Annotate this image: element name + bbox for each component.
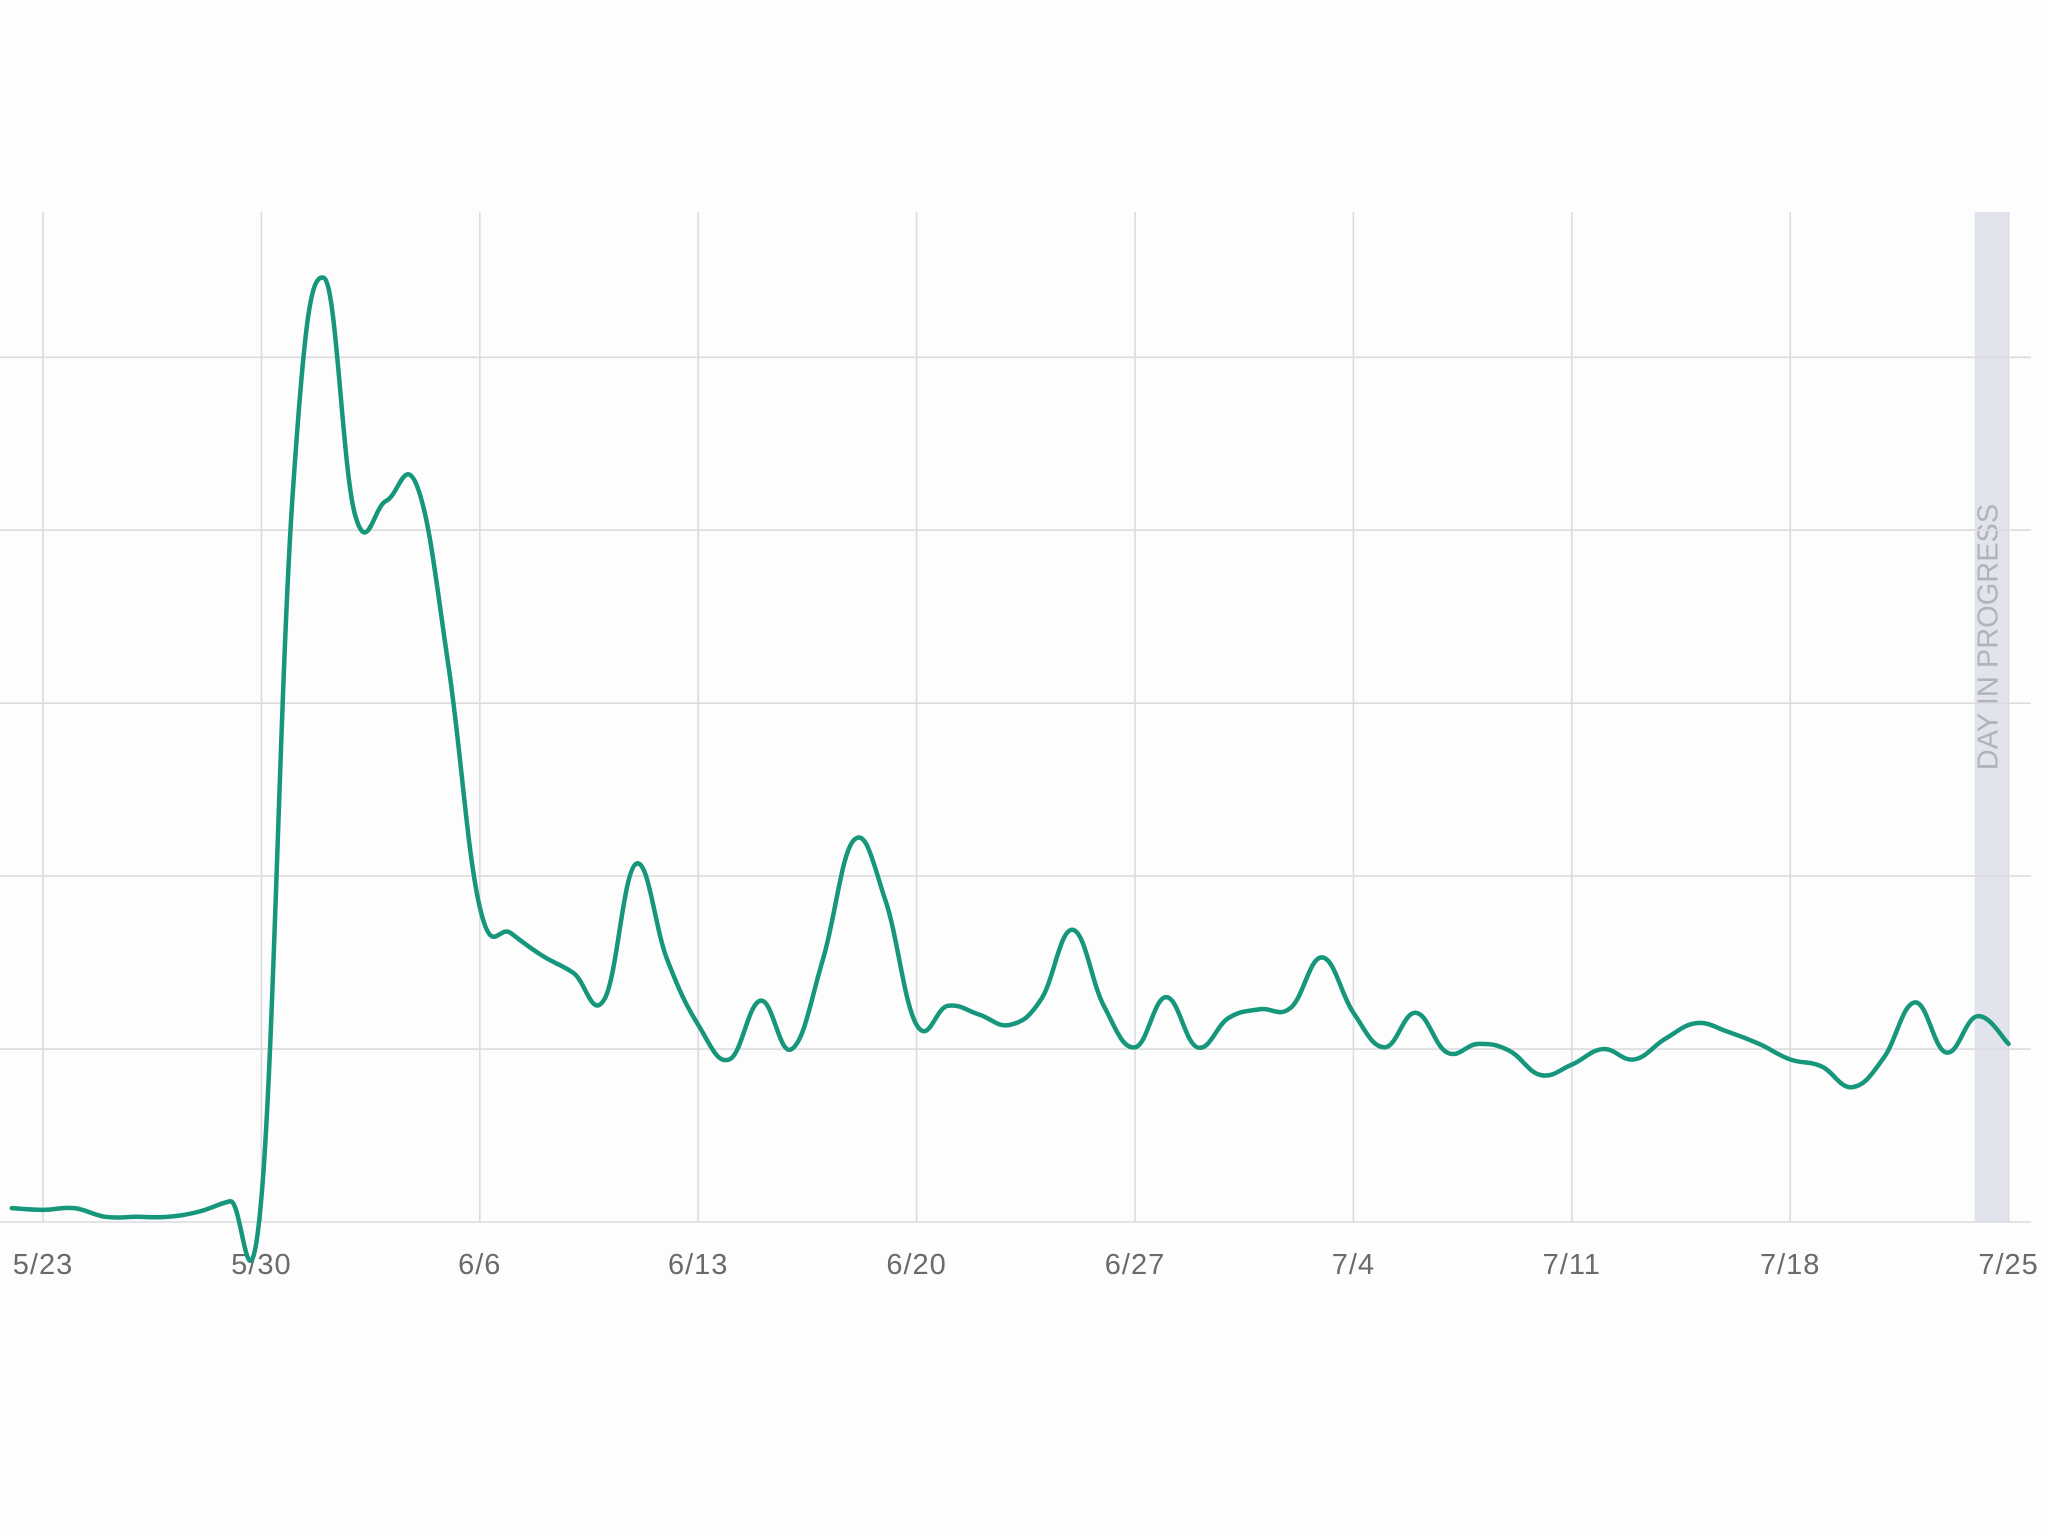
x-tick-label: 5/23 — [13, 1249, 73, 1281]
x-tick-label: 7/11 — [1543, 1249, 1601, 1281]
x-tick-label: 6/13 — [668, 1249, 728, 1281]
x-tick-label: 5/30 — [231, 1249, 291, 1281]
x-tick-label: 6/27 — [1105, 1249, 1165, 1281]
x-tick-label: 7/18 — [1760, 1249, 1820, 1281]
line — [9, 275, 2011, 1264]
in-progress-band — [1974, 212, 2009, 1222]
x-tick-label: 7/25 — [1978, 1249, 2038, 1281]
in-progress-label: DAY IN PROGRESS — [1973, 504, 2005, 770]
x-tick-label: 7/4 — [1332, 1249, 1375, 1281]
x-tick-label: 6/20 — [886, 1249, 946, 1281]
x-tick-label: 6/6 — [458, 1249, 501, 1281]
